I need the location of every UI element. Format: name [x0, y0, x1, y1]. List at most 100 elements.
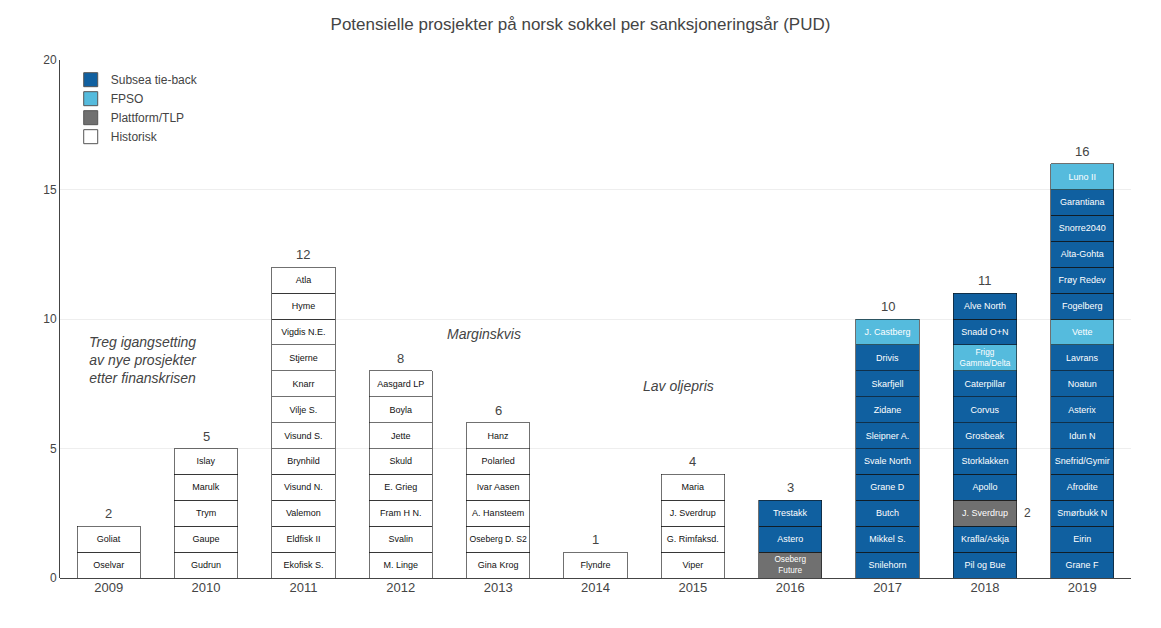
svg-text:Visund S.: Visund S.	[284, 431, 322, 441]
svg-text:Caterpillar: Caterpillar	[964, 379, 1005, 389]
svg-text:FriggGamma/Delta: FriggGamma/Delta	[960, 348, 1011, 368]
svg-text:4: 4	[689, 454, 696, 469]
svg-text:G. Rimfaksd.: G. Rimfaksd.	[667, 534, 719, 544]
svg-text:2009: 2009	[94, 580, 123, 595]
svg-text:2: 2	[1024, 506, 1031, 520]
svg-text:12: 12	[296, 247, 310, 262]
svg-text:Oselvar: Oselvar	[93, 560, 124, 570]
svg-text:Butch: Butch	[876, 508, 899, 518]
svg-text:Grane D: Grane D	[870, 482, 905, 492]
svg-text:Pil og Bue: Pil og Bue	[964, 560, 1005, 570]
svg-text:Sleipner A.: Sleipner A.	[866, 431, 910, 441]
svg-text:Stjerne: Stjerne	[289, 353, 318, 363]
svg-text:A. Hansteem: A. Hansteem	[472, 508, 524, 518]
svg-text:Visund N.: Visund N.	[284, 482, 323, 492]
svg-text:Fram H N.: Fram H N.	[380, 508, 422, 518]
svg-text:11: 11	[978, 273, 992, 288]
svg-text:Ekofisk S.: Ekofisk S.	[283, 560, 323, 570]
svg-text:Krafla/Askja: Krafla/Askja	[961, 534, 1009, 544]
svg-text:Alta-Gohta: Alta-Gohta	[1061, 249, 1104, 259]
svg-text:Knarr: Knarr	[292, 379, 314, 389]
svg-text:Asterix: Asterix	[1068, 405, 1096, 415]
svg-text:Astero: Astero	[777, 534, 803, 544]
svg-text:Vilje S.: Vilje S.	[289, 405, 317, 415]
svg-text:Oseberg D. S2: Oseberg D. S2	[470, 534, 527, 544]
svg-text:Snilehorn: Snilehorn	[869, 560, 907, 570]
svg-text:J. Sverdrup: J. Sverdrup	[962, 508, 1008, 518]
svg-text:Frøy Redev: Frøy Redev	[1059, 275, 1107, 285]
svg-text:Zidane: Zidane	[874, 405, 902, 415]
svg-text:Garantiana: Garantiana	[1060, 197, 1105, 207]
svg-text:Gaupe: Gaupe	[193, 534, 220, 544]
svg-text:Eldfisk II: Eldfisk II	[286, 534, 320, 544]
svg-text:2016: 2016	[776, 580, 805, 595]
svg-text:Skarfjell: Skarfjell	[872, 379, 904, 389]
svg-text:10: 10	[43, 312, 57, 326]
svg-text:2017: 2017	[873, 580, 902, 595]
svg-text:Maria: Maria	[682, 482, 705, 492]
svg-text:Afrodite: Afrodite	[1067, 482, 1098, 492]
svg-text:Treg igangsettingav nye prosje: Treg igangsettingav nye prosjekteretter …	[89, 334, 197, 386]
svg-text:Viper: Viper	[682, 560, 703, 570]
svg-text:Storklakken: Storklakken	[961, 456, 1008, 466]
svg-text:J. Sverdrup: J. Sverdrup	[670, 508, 716, 518]
svg-text:6: 6	[495, 403, 502, 418]
svg-text:20: 20	[43, 53, 57, 67]
svg-text:Drivis: Drivis	[876, 353, 899, 363]
svg-text:Svale North: Svale North	[864, 456, 911, 466]
svg-text:Jette: Jette	[391, 431, 411, 441]
svg-text:Vette: Vette	[1072, 327, 1093, 337]
svg-text:0: 0	[50, 571, 57, 585]
svg-text:Snorre2040: Snorre2040	[1059, 223, 1106, 233]
svg-text:16: 16	[1075, 144, 1089, 159]
svg-text:Polarled: Polarled	[482, 456, 515, 466]
svg-text:Marginskvis: Marginskvis	[447, 326, 521, 342]
svg-text:10: 10	[881, 299, 895, 314]
svg-text:FPSO: FPSO	[111, 92, 144, 106]
svg-text:Corvus: Corvus	[970, 405, 999, 415]
svg-text:Fogelberg: Fogelberg	[1062, 301, 1103, 311]
svg-text:Potensielle prosjekter på nors: Potensielle prosjekter på norsk sokkel p…	[331, 15, 831, 34]
svg-text:Svalin: Svalin	[389, 534, 414, 544]
svg-text:Marulk: Marulk	[192, 482, 220, 492]
svg-text:Smørbukk N: Smørbukk N	[1057, 508, 1107, 518]
svg-text:Flyndre: Flyndre	[580, 560, 610, 570]
svg-text:E. Grieg: E. Grieg	[384, 482, 417, 492]
svg-text:Ivar Aasen: Ivar Aasen	[477, 482, 520, 492]
svg-text:2014: 2014	[581, 580, 610, 595]
svg-text:Islay: Islay	[197, 456, 216, 466]
svg-text:Noatun: Noatun	[1068, 379, 1097, 389]
svg-text:2012: 2012	[386, 580, 415, 595]
svg-text:5: 5	[203, 429, 210, 444]
svg-text:Trestakk: Trestakk	[773, 508, 808, 518]
svg-text:15: 15	[43, 183, 57, 197]
svg-text:Eirin: Eirin	[1073, 534, 1091, 544]
svg-text:2015: 2015	[678, 580, 707, 595]
svg-text:1: 1	[592, 532, 599, 547]
svg-text:Hanz: Hanz	[487, 431, 509, 441]
svg-text:2018: 2018	[970, 580, 999, 595]
svg-text:Gina Krog: Gina Krog	[478, 560, 519, 570]
svg-text:3: 3	[787, 480, 794, 495]
svg-text:Grosbeak: Grosbeak	[965, 431, 1005, 441]
svg-text:2: 2	[105, 506, 112, 521]
svg-text:Apollo: Apollo	[972, 482, 997, 492]
svg-text:5: 5	[50, 442, 57, 456]
svg-text:Lavrans: Lavrans	[1066, 353, 1099, 363]
svg-text:Skuld: Skuld	[390, 456, 413, 466]
svg-text:Trym: Trym	[196, 508, 216, 518]
svg-text:Idun N: Idun N	[1069, 431, 1096, 441]
svg-text:J. Castberg: J. Castberg	[865, 327, 911, 337]
svg-text:Grane F: Grane F	[1066, 560, 1100, 570]
svg-text:OsebergFuture: OsebergFuture	[774, 555, 806, 575]
svg-text:Alve North: Alve North	[964, 301, 1006, 311]
svg-text:Valemon: Valemon	[286, 508, 321, 518]
svg-text:Luno II: Luno II	[1069, 172, 1097, 182]
svg-text:Hyme: Hyme	[292, 301, 316, 311]
svg-text:Historisk: Historisk	[111, 130, 158, 144]
svg-text:Goliat: Goliat	[97, 534, 121, 544]
svg-text:Boyla: Boyla	[390, 405, 413, 415]
svg-text:2011: 2011	[289, 580, 317, 595]
svg-text:Mikkel S.: Mikkel S.	[869, 534, 906, 544]
svg-text:Brynhild: Brynhild	[287, 456, 320, 466]
